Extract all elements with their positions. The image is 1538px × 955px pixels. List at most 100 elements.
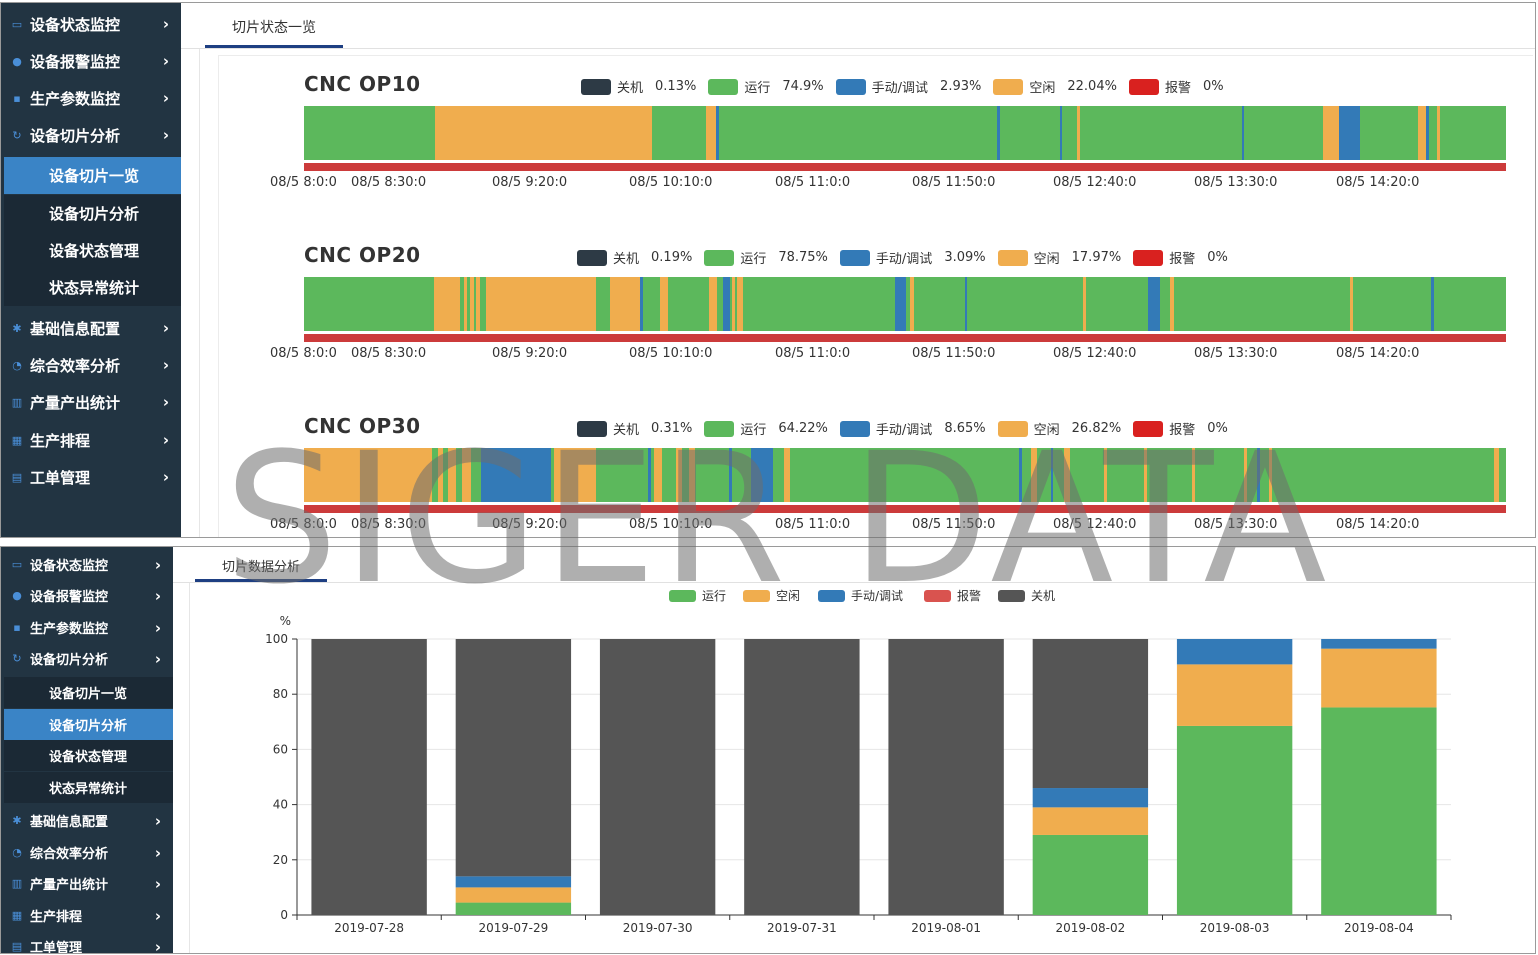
timeline-segment[interactable] (994, 106, 996, 160)
timeline-segment[interactable] (486, 277, 596, 331)
timeline-segment[interactable] (435, 106, 652, 160)
subnav-status-management[interactable]: 设备状态管理 (4, 232, 181, 269)
timeline-segment[interactable] (1350, 277, 1353, 331)
timeline-segment[interactable] (1426, 106, 1429, 160)
legend-item[interactable]: 空闲 26.82% (997, 419, 1121, 438)
tab-slice-data-analysis[interactable]: 切片数据分析 (195, 550, 327, 582)
sidebar-item-device-status[interactable]: ▭ 设备状态监控 › (11, 555, 161, 575)
timeline-segment[interactable] (1060, 106, 1062, 160)
timeline-segment[interactable] (1242, 106, 1244, 160)
timeline-segment[interactable] (910, 277, 914, 331)
legend-item[interactable]: 手动/调试 8.65% (839, 419, 986, 438)
timeline-segment[interactable] (1031, 448, 1037, 502)
timeline-segment[interactable] (640, 277, 643, 331)
legend-item[interactable]: 报警 0% (1133, 248, 1228, 267)
timeline-segment[interactable] (751, 448, 773, 502)
timeline-segment[interactable] (1269, 448, 1272, 502)
timeline-segment[interactable] (737, 277, 743, 331)
timeline-segment[interactable] (559, 448, 561, 502)
timeline-segment[interactable] (1051, 448, 1053, 502)
legend-item[interactable]: 关机 0.13% (581, 77, 696, 96)
timeline-segment[interactable] (481, 448, 551, 502)
legend-item[interactable]: 关机 0.19% (577, 248, 692, 267)
legend-item[interactable]: 报警 0% (1133, 419, 1228, 438)
timeline-segment[interactable] (648, 448, 651, 502)
timeline-segment[interactable] (448, 448, 456, 502)
timeline-segment[interactable] (574, 448, 576, 502)
timeline-segment[interactable] (1323, 106, 1339, 160)
timeline-segment[interactable] (676, 448, 682, 502)
timeline-segment[interactable] (660, 277, 668, 331)
sidebar-item-production-params[interactable]: ▪ 生产参数监控 › (1, 612, 173, 643)
timeline-segment[interactable] (1083, 277, 1086, 331)
timeline-segment[interactable] (579, 448, 581, 502)
legend-item[interactable]: 手动/调试 2.93% (835, 77, 981, 96)
sidebar-item-production-params[interactable]: ▪ 生产参数监控 › (1, 80, 181, 116)
subnav-anomaly-statistics[interactable]: 状态异常统计 (4, 772, 173, 803)
legend-item[interactable]: 运行 64.22% (704, 419, 828, 438)
timeline-segment[interactable] (716, 106, 719, 160)
sidebar-item-output-stats[interactable]: ▥ 产量产出统计 › (11, 393, 169, 412)
sidebar-item-basic-config[interactable]: ✱ 基础信息配置 › (1, 310, 181, 346)
legend-item[interactable]: 空闲 22.04% (993, 77, 1117, 96)
timeline-segment[interactable] (1104, 448, 1107, 502)
timeline-segment[interactable] (784, 448, 790, 502)
timeline-segment[interactable] (476, 277, 480, 331)
timeline-segment[interactable] (732, 277, 735, 331)
sidebar-item-work-orders[interactable]: ▤ 工单管理 › (11, 468, 169, 487)
timeline-segment[interactable] (610, 277, 640, 331)
timeline-segment[interactable] (706, 106, 718, 160)
sidebar-item-device-alarm[interactable]: ● 设备报警监控 › (1, 580, 173, 611)
timeline-segment[interactable] (1148, 277, 1160, 331)
legend-item[interactable]: 运行 74.9% (708, 77, 824, 96)
timeline-segment[interactable] (1339, 106, 1360, 160)
timeline-segment[interactable] (1144, 448, 1147, 502)
subnav-status-management[interactable]: 设备状态管理 (4, 740, 173, 771)
sidebar-item-slice-analysis[interactable]: ↻ 设备切片分析 › (1, 117, 181, 153)
timeline-segment[interactable] (464, 277, 467, 331)
subnav-slice-overview[interactable]: 设备切片一览 (4, 677, 173, 708)
sidebar-item-work-orders[interactable]: ▤ 工单管理 › (11, 937, 161, 954)
timeline-segment[interactable] (1019, 448, 1022, 502)
legend-item[interactable]: 手动/调试 3.09% (839, 248, 986, 267)
timeline-segment[interactable] (569, 448, 571, 502)
status-timeline[interactable] (304, 106, 1506, 160)
timeline-segment[interactable] (723, 277, 730, 331)
sidebar-item-device-status[interactable]: ▭ 设备状态监控 › (11, 15, 169, 34)
timeline-segment[interactable] (689, 448, 695, 502)
status-timeline[interactable] (304, 277, 1506, 331)
subnav-slice-overview[interactable]: 设备切片一览 (4, 157, 181, 194)
tab-slice-overview[interactable]: 切片状态一览 (205, 8, 343, 48)
sidebar-item-output-stats[interactable]: ▥ 产量产出统计 › (11, 874, 161, 894)
subnav-anomaly-statistics[interactable]: 状态异常统计 (4, 269, 181, 306)
status-timeline[interactable] (304, 448, 1506, 502)
timeline-segment[interactable] (1077, 106, 1080, 160)
timeline-segment[interactable] (654, 448, 662, 502)
sidebar-item-scheduling[interactable]: ▦ 生产排程 › (11, 431, 169, 450)
timeline-segment[interactable] (729, 448, 732, 502)
subnav-slice-analysis[interactable]: 设备切片分析 (4, 709, 173, 740)
timeline-segment[interactable] (456, 277, 460, 331)
timeline-segment[interactable] (1431, 277, 1434, 331)
timeline-segment[interactable] (462, 448, 471, 502)
sidebar-item-efficiency[interactable]: ◔ 综合效率分析 › (1, 837, 173, 868)
timeline-segment[interactable] (1494, 448, 1499, 502)
timeline-segment[interactable] (1192, 448, 1195, 502)
timeline-segment[interactable] (1257, 448, 1260, 502)
timeline-segment[interactable] (438, 448, 443, 502)
timeline-segment[interactable] (304, 448, 432, 502)
timeline-segment[interactable] (1437, 106, 1440, 160)
timeline-segment[interactable] (564, 448, 566, 502)
timeline-segment[interactable] (965, 277, 967, 331)
legend-item[interactable]: 报警 0% (1128, 77, 1224, 96)
subnav-slice-analysis[interactable]: 设备切片分析 (4, 195, 181, 232)
timeline-segment[interactable] (1244, 448, 1247, 502)
sidebar-item-device-alarm[interactable]: ● 设备报警监控 › (1, 43, 181, 79)
sidebar-item-basic-config[interactable]: ✱ 基础信息配置 › (1, 805, 173, 836)
timeline-segment[interactable] (1418, 106, 1426, 160)
legend-item[interactable]: 关机 0.31% (577, 419, 692, 438)
timeline-segment[interactable] (895, 277, 906, 331)
sidebar-item-efficiency[interactable]: ◔ 综合效率分析 › (1, 347, 181, 383)
sidebar-item-scheduling[interactable]: ▦ 生产排程 › (11, 906, 161, 926)
legend-item[interactable]: 空闲 17.97% (997, 248, 1121, 267)
